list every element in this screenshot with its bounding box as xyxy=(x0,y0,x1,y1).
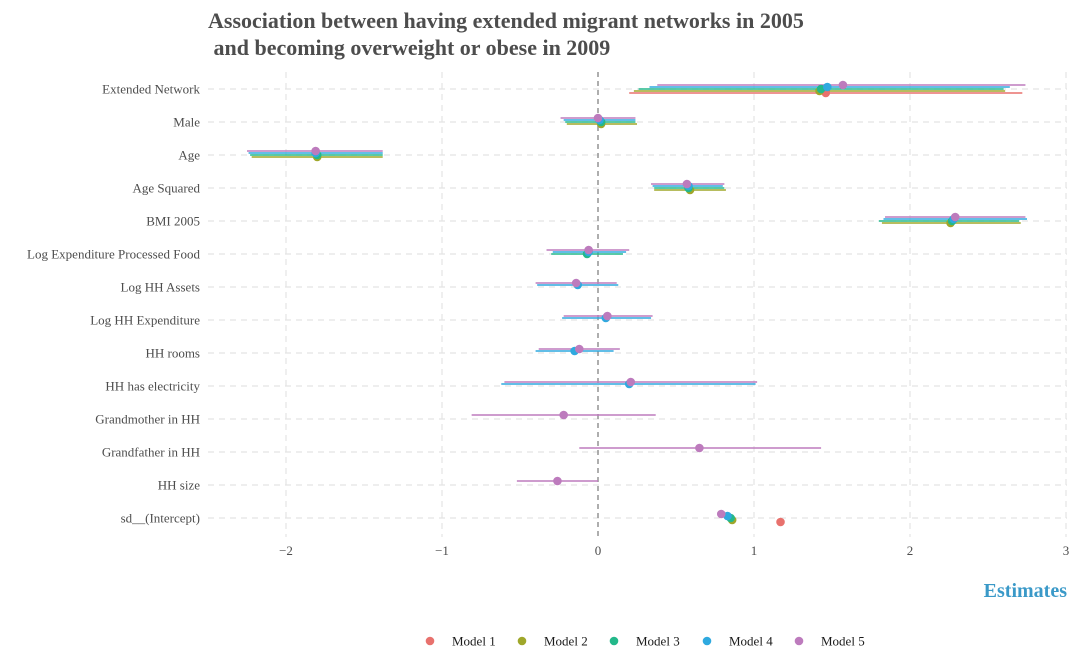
legend-label-model-4: Model 4 xyxy=(729,634,773,649)
point-model-5-log-hh-expenditure xyxy=(603,311,612,321)
point-model-5-age-squared xyxy=(682,179,692,189)
legend: Model 1 Model 2 Model 3 Model 4 Model 5 xyxy=(425,634,865,649)
legend-key-model-3 xyxy=(609,636,619,646)
x-tick-label: −2 xyxy=(279,543,293,558)
point-model-5-male xyxy=(593,113,603,123)
y-label-age: Age xyxy=(178,148,200,163)
legend-label-model-1: Model 1 xyxy=(452,634,496,649)
y-label-sd-intercept: sd__(Intercept) xyxy=(121,511,200,526)
y-label-grandfather-in-hh: Grandfather in HH xyxy=(102,445,200,460)
y-label-grandmother-in-hh: Grandmother in HH xyxy=(95,412,200,427)
x-axis-title: Estimates xyxy=(984,580,1068,602)
legend-key-model-5 xyxy=(794,636,804,646)
legend-label-model-3: Model 3 xyxy=(636,634,680,649)
estimate-marks xyxy=(247,80,1027,527)
point-model-5-hh-has-electricity xyxy=(626,377,636,387)
y-label-hh-rooms: HH rooms xyxy=(145,346,200,361)
point-model-5-hh-size xyxy=(553,476,562,486)
y-label-age-squared: Age Squared xyxy=(132,181,200,196)
x-tick-label: 0 xyxy=(595,543,602,558)
legend-key-model-4 xyxy=(702,636,712,646)
legend-key-model-1 xyxy=(425,636,435,646)
y-axis-labels: Extended Network Male Age Age Squared BMI 20… xyxy=(27,82,200,526)
point-model-5-hh-rooms xyxy=(574,344,584,354)
point-model-1-sd-intercept xyxy=(776,517,785,527)
point-model-5-extended-network xyxy=(838,80,848,90)
y-label-extended-network: Extended Network xyxy=(102,82,200,97)
legend-key-model-2 xyxy=(517,636,527,646)
y-label-hh-size: HH size xyxy=(158,478,200,493)
legend-label-model-2: Model 2 xyxy=(544,634,588,649)
y-label-male: Male xyxy=(173,115,200,130)
x-tick-label: 1 xyxy=(751,543,758,558)
point-model-5-log-hh-assets xyxy=(571,278,581,288)
x-tick-label: −1 xyxy=(435,543,449,558)
y-label-bmi-2005: BMI 2005 xyxy=(146,214,200,229)
x-tick-label: 3 xyxy=(1063,543,1070,558)
grid-layer xyxy=(208,72,1067,537)
legend-label-model-5: Model 5 xyxy=(821,634,865,649)
point-model-5-grandmother-in-hh xyxy=(559,410,568,420)
x-axis-ticks: −2 −1 0 1 2 3 xyxy=(279,543,1069,558)
x-tick-label: 2 xyxy=(907,543,914,558)
chart-title: Association between having extended migr… xyxy=(208,8,804,60)
y-label-hh-has-electricity: HH has electricity xyxy=(105,379,200,394)
y-label-log-hh-assets: Log HH Assets xyxy=(121,280,200,295)
y-label-log-hh-expenditure: Log HH Expenditure xyxy=(90,313,200,328)
point-model-4-extended-network xyxy=(823,82,832,92)
point-model-5-bmi-2005 xyxy=(950,212,960,222)
point-model-5-grandfather-in-hh xyxy=(695,443,704,453)
point-model-5-age xyxy=(311,146,320,156)
point-model-5-sd-intercept xyxy=(716,509,726,519)
y-label-log-expenditure-processed-food: Log Expenditure Processed Food xyxy=(27,247,200,262)
point-model-5-log-expenditure-processed-food xyxy=(584,245,593,255)
